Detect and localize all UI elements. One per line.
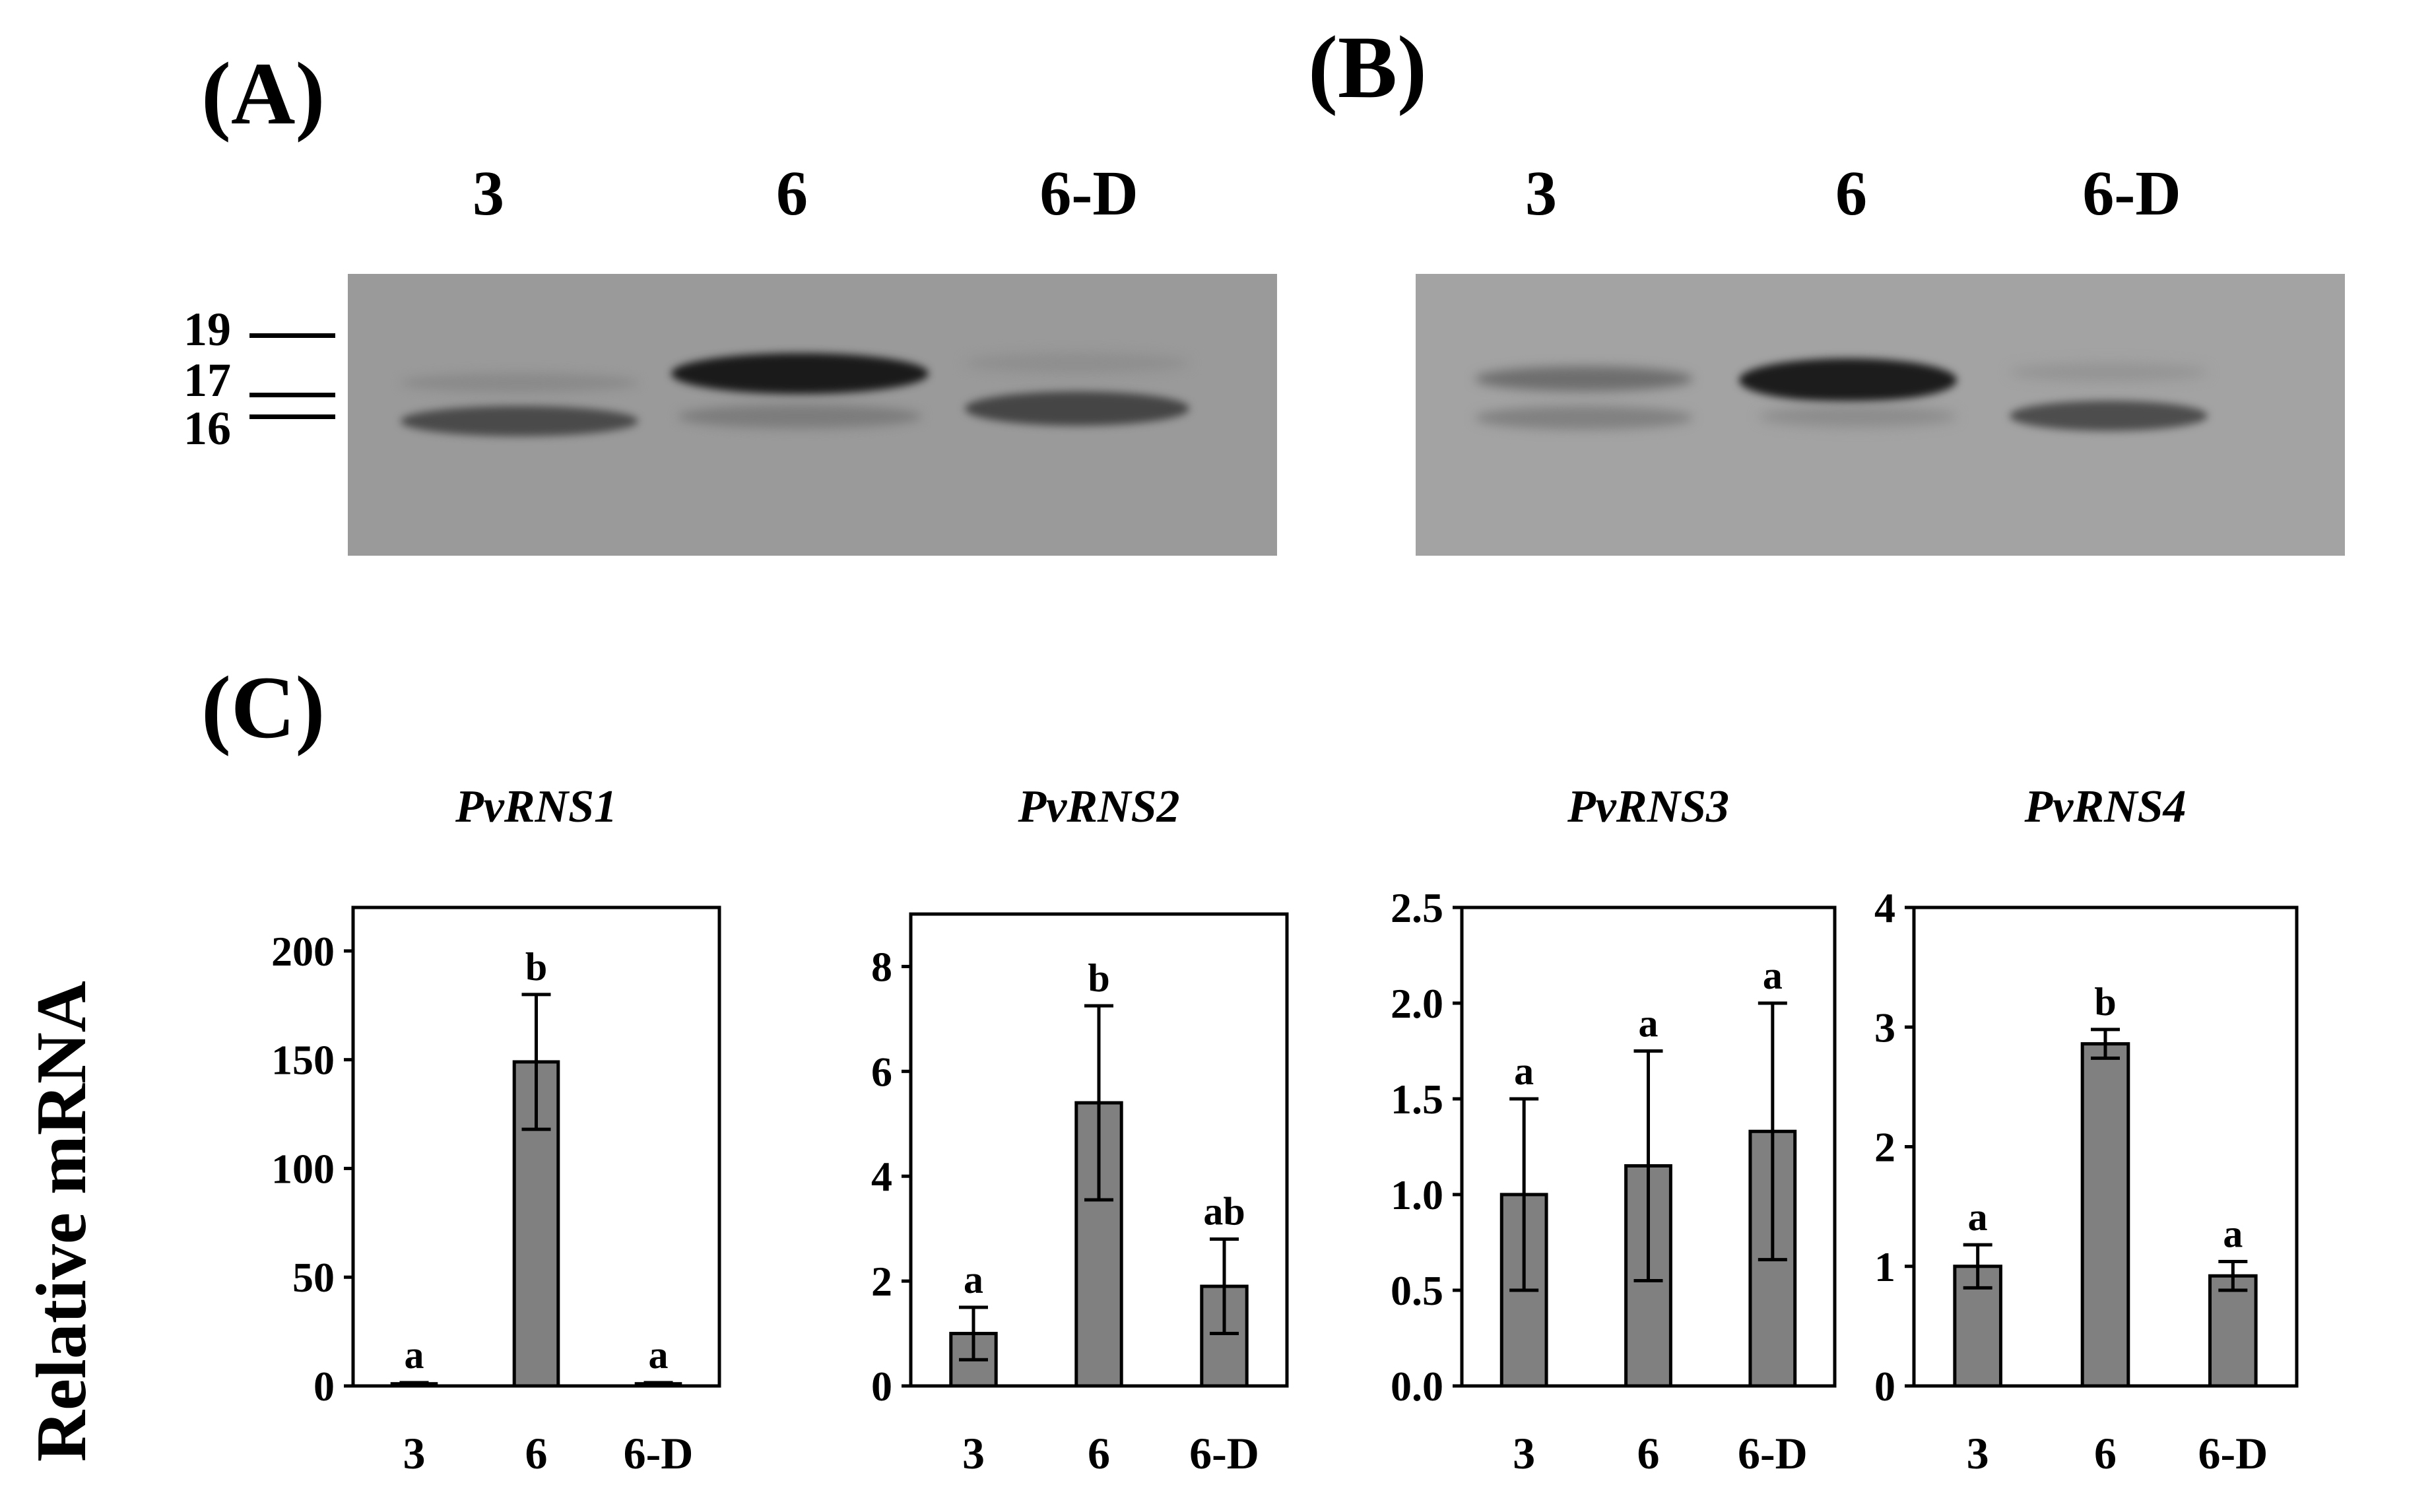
panel-label-a: (A) bbox=[201, 45, 325, 143]
significance-label: a bbox=[649, 1333, 669, 1377]
significance-label: a bbox=[1639, 1002, 1659, 1045]
gel-a-lane-label-2: 6 bbox=[776, 158, 808, 228]
gel-a-band bbox=[965, 391, 1189, 426]
x-tick-label: 6-D bbox=[624, 1428, 694, 1478]
marker-line-17 bbox=[249, 393, 335, 397]
gel-a-band bbox=[965, 353, 1189, 373]
gel-b-lane-label-3: 6-D bbox=[2082, 158, 2181, 228]
gel-a-lane-label-1: 3 bbox=[473, 158, 504, 228]
chart-title: PvRNS1 bbox=[455, 781, 617, 832]
y-tick-label: 2 bbox=[1874, 1124, 1895, 1171]
significance-label: a bbox=[405, 1333, 424, 1377]
bar bbox=[2080, 1042, 2130, 1388]
panel-label-b: (B) bbox=[1308, 18, 1427, 117]
significance-label: a bbox=[1763, 954, 1783, 997]
marker-label-19: 19 bbox=[183, 303, 231, 356]
marker-label-16: 16 bbox=[183, 402, 231, 455]
x-tick-label: 6 bbox=[1637, 1428, 1660, 1478]
chart-title: PvRNS3 bbox=[1567, 781, 1729, 832]
significance-label: a bbox=[1514, 1049, 1534, 1093]
chart-title: PvRNS2 bbox=[1018, 781, 1180, 832]
gel-b-band bbox=[1475, 406, 1693, 430]
x-tick-label: 6-D bbox=[1189, 1428, 1259, 1478]
y-tick-label: 0 bbox=[871, 1363, 892, 1410]
y-tick-label: 150 bbox=[271, 1037, 335, 1084]
y-tick-label: 0 bbox=[313, 1363, 335, 1410]
significance-label: ab bbox=[1203, 1190, 1245, 1233]
y-tick-label: 6 bbox=[871, 1048, 892, 1095]
significance-label: a bbox=[1968, 1195, 1988, 1239]
y-tick-label: 50 bbox=[292, 1254, 335, 1301]
gel-image-b bbox=[1416, 274, 2345, 556]
y-tick-label: 4 bbox=[1874, 884, 1895, 931]
y-tick-label: 0.5 bbox=[1391, 1267, 1443, 1314]
gel-b-band bbox=[1475, 366, 1693, 391]
gel-a-band bbox=[671, 353, 929, 394]
y-tick-label: 1.0 bbox=[1391, 1171, 1443, 1218]
y-tick-label: 2.0 bbox=[1391, 980, 1443, 1027]
significance-label: a bbox=[2223, 1212, 2243, 1256]
x-tick-label: 6 bbox=[1088, 1428, 1110, 1478]
gel-a-band bbox=[401, 373, 638, 393]
x-tick-label: 3 bbox=[1513, 1428, 1535, 1478]
bar bbox=[2208, 1274, 2258, 1388]
x-tick-label: 6 bbox=[525, 1428, 548, 1478]
y-tick-label: 4 bbox=[871, 1153, 892, 1200]
marker-label-17: 17 bbox=[183, 354, 231, 407]
significance-label: b bbox=[2094, 980, 2116, 1024]
gel-a-band bbox=[678, 405, 922, 428]
gel-b-band bbox=[2010, 363, 2208, 381]
gel-b-band bbox=[1759, 406, 1957, 427]
y-tick-label: 1.5 bbox=[1391, 1076, 1443, 1123]
gel-b-lane-label-2: 6 bbox=[1835, 158, 1867, 228]
marker-line-16 bbox=[249, 414, 335, 419]
gel-b-band bbox=[2010, 401, 2208, 431]
significance-label: b bbox=[525, 945, 547, 989]
panel-label-c: (C) bbox=[201, 659, 325, 757]
x-tick-label: 6 bbox=[2094, 1428, 2117, 1478]
y-tick-label: 0.0 bbox=[1391, 1363, 1443, 1410]
y-tick-label: 1 bbox=[1874, 1243, 1895, 1290]
y-tick-label: 0 bbox=[1874, 1363, 1895, 1410]
gel-image-a bbox=[348, 274, 1277, 556]
x-tick-label: 3 bbox=[403, 1428, 426, 1478]
chart-title: PvRNS4 bbox=[2024, 781, 2187, 832]
y-tick-label: 2 bbox=[871, 1258, 892, 1305]
y-tick-label: 200 bbox=[271, 928, 335, 975]
x-tick-label: 6-D bbox=[2198, 1428, 2268, 1478]
gel-b-lane-label-1: 3 bbox=[1525, 158, 1557, 228]
y-tick-label: 3 bbox=[1874, 1004, 1895, 1051]
gel-b-band bbox=[1739, 358, 1957, 402]
significance-label: a bbox=[964, 1258, 983, 1301]
gel-a-band bbox=[401, 406, 638, 436]
x-tick-label: 3 bbox=[962, 1428, 985, 1478]
y-tick-label: 100 bbox=[271, 1145, 335, 1192]
y-tick-label: 8 bbox=[871, 943, 892, 990]
marker-line-19 bbox=[249, 333, 335, 338]
significance-label: b bbox=[1088, 956, 1109, 1000]
y-tick-label: 2.5 bbox=[1391, 884, 1443, 931]
x-tick-label: 6-D bbox=[1738, 1428, 1808, 1478]
x-tick-label: 3 bbox=[1967, 1428, 1989, 1478]
gel-a-lane-label-3: 6-D bbox=[1039, 158, 1138, 228]
